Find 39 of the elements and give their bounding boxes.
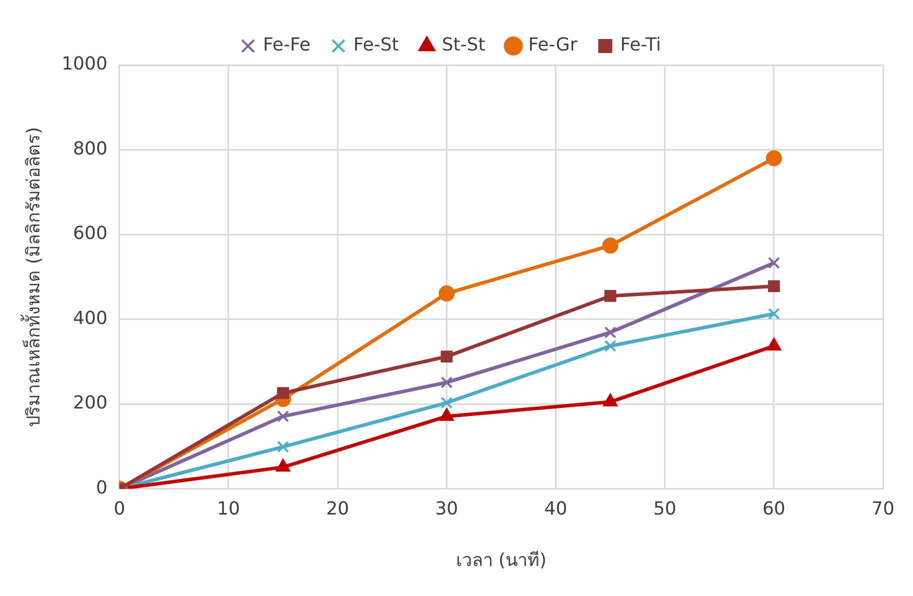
x-tick-label: 0 xyxy=(114,498,126,520)
x-tick-label: 50 xyxy=(653,498,676,520)
legend-label: St-St xyxy=(442,34,486,56)
point xyxy=(768,256,780,269)
point xyxy=(768,308,780,320)
x-tick-label: 20 xyxy=(326,498,350,520)
point xyxy=(766,150,782,166)
y-tick-label: 400 xyxy=(73,308,108,329)
x-tick-label: 60 xyxy=(762,498,786,520)
x-tick-label: 30 xyxy=(435,498,458,520)
point xyxy=(440,376,453,388)
point xyxy=(604,340,616,352)
legend-label: Fe-Fe xyxy=(263,34,310,56)
x-axis-title: เวลา (นาที) xyxy=(456,550,547,571)
x-tick-label: 70 xyxy=(872,498,894,520)
point xyxy=(440,396,453,409)
point xyxy=(277,387,289,399)
point xyxy=(277,440,289,453)
point xyxy=(604,326,616,338)
y-tick-label: 600 xyxy=(73,223,108,244)
point xyxy=(276,459,290,472)
x-tick-label: 10 xyxy=(217,498,240,520)
point xyxy=(440,408,454,421)
x-tick-label: 40 xyxy=(544,498,568,520)
y-tick-label: 800 xyxy=(73,138,108,160)
y-axis-title: ปริมาณเหล็กทั้งหมด (มิลลิกรัมต่อลิตร) xyxy=(20,127,44,427)
point xyxy=(603,394,618,406)
legend-label: Fe-Gr xyxy=(528,34,578,56)
point xyxy=(440,350,453,363)
legend-label: Fe-St xyxy=(353,34,399,56)
point xyxy=(604,290,616,302)
point xyxy=(277,410,289,422)
point xyxy=(602,238,618,254)
y-tick-label: 1000 xyxy=(62,54,108,75)
point xyxy=(768,280,780,292)
y-tick-label: 200 xyxy=(73,392,108,414)
point xyxy=(438,285,455,302)
legend-label: Fe-Ti xyxy=(620,34,661,56)
y-tick-label: 0 xyxy=(96,477,108,498)
